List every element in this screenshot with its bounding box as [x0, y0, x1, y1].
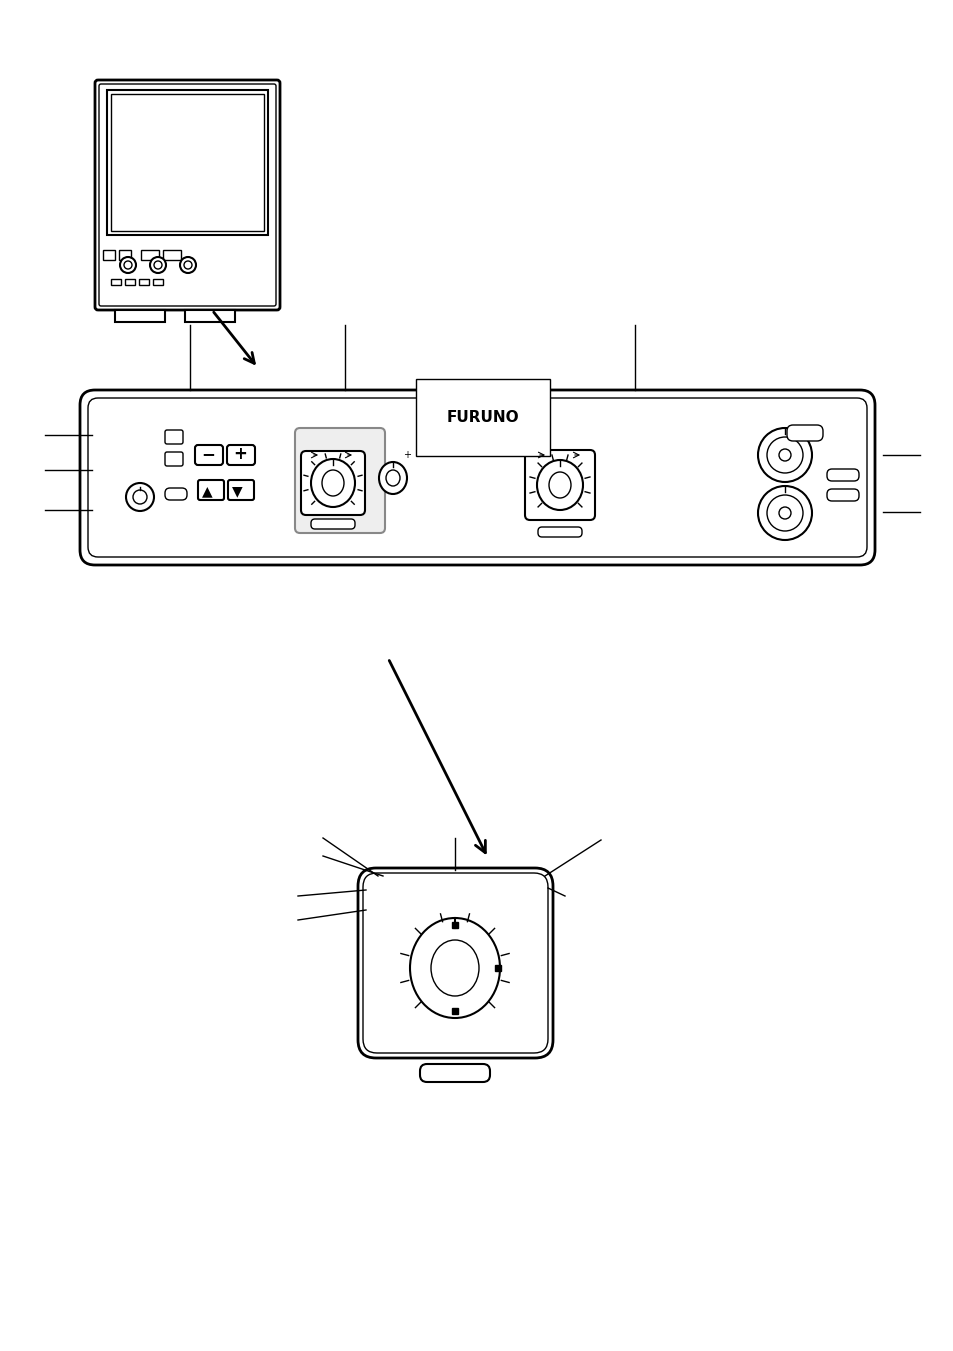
Bar [119, 250, 131, 259]
Ellipse shape [766, 436, 802, 473]
Ellipse shape [311, 459, 355, 507]
Bar [107, 91, 268, 235]
Bar [452, 1008, 457, 1015]
Text: ▲: ▲ [202, 484, 213, 499]
Text: +: + [233, 444, 247, 463]
FancyBboxPatch shape [165, 430, 183, 444]
Ellipse shape [184, 261, 192, 269]
Text: −: − [201, 444, 214, 463]
Text: ▼: ▼ [232, 484, 242, 499]
Bar [125, 280, 135, 285]
Ellipse shape [132, 490, 147, 504]
FancyBboxPatch shape [419, 1065, 490, 1082]
Bar [111, 95, 264, 231]
Ellipse shape [779, 507, 790, 519]
Ellipse shape [537, 459, 582, 509]
Ellipse shape [120, 257, 136, 273]
Ellipse shape [124, 261, 132, 269]
FancyBboxPatch shape [228, 480, 253, 500]
Bar [115, 309, 165, 322]
FancyBboxPatch shape [294, 428, 385, 534]
FancyBboxPatch shape [227, 444, 254, 465]
FancyBboxPatch shape [88, 399, 866, 557]
FancyBboxPatch shape [301, 451, 365, 515]
Ellipse shape [548, 471, 571, 499]
FancyBboxPatch shape [826, 489, 858, 501]
FancyBboxPatch shape [99, 84, 275, 305]
Bar [152, 280, 163, 285]
Bar [141, 250, 159, 259]
Text: FURUNO: FURUNO [447, 409, 519, 426]
FancyBboxPatch shape [826, 469, 858, 481]
Bar [495, 965, 500, 971]
Bar [111, 280, 121, 285]
FancyBboxPatch shape [537, 527, 581, 536]
Bar [103, 250, 115, 259]
FancyBboxPatch shape [357, 867, 553, 1058]
Ellipse shape [153, 261, 162, 269]
Ellipse shape [386, 470, 399, 486]
Ellipse shape [126, 484, 153, 511]
Ellipse shape [150, 257, 166, 273]
Ellipse shape [766, 494, 802, 531]
FancyBboxPatch shape [165, 488, 187, 500]
Ellipse shape [378, 462, 407, 494]
Text: +: + [402, 450, 411, 459]
FancyBboxPatch shape [194, 444, 223, 465]
Ellipse shape [410, 917, 499, 1019]
FancyBboxPatch shape [524, 450, 595, 520]
FancyBboxPatch shape [363, 873, 547, 1052]
Ellipse shape [180, 257, 195, 273]
Ellipse shape [758, 486, 811, 540]
FancyBboxPatch shape [80, 390, 874, 565]
FancyBboxPatch shape [95, 80, 280, 309]
Bar [452, 921, 457, 928]
FancyBboxPatch shape [311, 519, 355, 530]
FancyBboxPatch shape [165, 453, 183, 466]
FancyBboxPatch shape [198, 480, 224, 500]
Ellipse shape [322, 470, 344, 496]
FancyBboxPatch shape [786, 426, 822, 440]
Bar [185, 309, 234, 322]
Ellipse shape [758, 428, 811, 482]
Bar [139, 280, 149, 285]
Bar [163, 250, 181, 259]
Ellipse shape [431, 940, 478, 996]
Ellipse shape [779, 449, 790, 461]
